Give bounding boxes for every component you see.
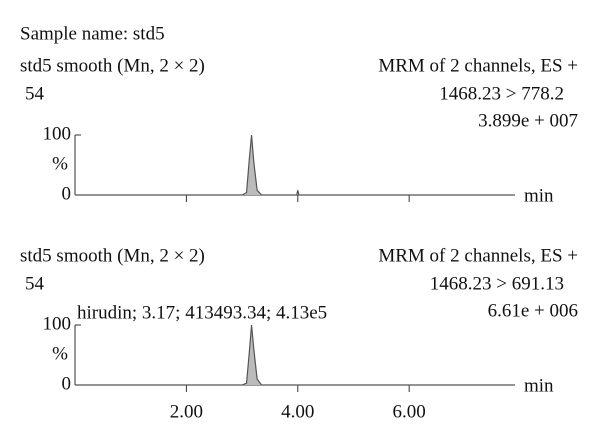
trace-info: MRM of 2 channels, ES +: [378, 55, 578, 76]
trace: [75, 324, 515, 386]
scan-number: 54: [25, 83, 45, 104]
transition: 1468.23 > 691.13: [430, 273, 564, 294]
y-label: %: [52, 343, 68, 364]
x-label: min: [524, 375, 554, 396]
peak-annotation: hirudin; 3.17; 413493.34; 4.13e5: [77, 302, 327, 323]
transition: 1468.23 > 778.2: [439, 83, 564, 104]
y-label: %: [52, 153, 68, 174]
intensity: 3.899e + 007: [478, 110, 578, 131]
trace-title: std5 smooth (Mn, 2 × 2): [20, 245, 205, 266]
y-tick-label: 100: [43, 313, 72, 334]
scan-number: 54: [25, 273, 45, 294]
intensity: 6.61e + 006: [488, 300, 578, 321]
trace-info: MRM of 2 channels, ES +: [378, 245, 578, 266]
trace: [75, 134, 515, 196]
x-label: min: [524, 185, 554, 206]
y-tick-label: 0: [62, 373, 72, 394]
x-tick-label: 6.00: [393, 401, 426, 422]
x-tick-label: 2.00: [170, 401, 203, 422]
sample-name: Sample name: std5: [20, 23, 165, 44]
y-tick-label: 0: [62, 183, 72, 204]
x-tick-label: 4.00: [281, 401, 314, 422]
trace-title: std5 smooth (Mn, 2 × 2): [20, 55, 205, 76]
y-tick-label: 100: [43, 123, 72, 144]
